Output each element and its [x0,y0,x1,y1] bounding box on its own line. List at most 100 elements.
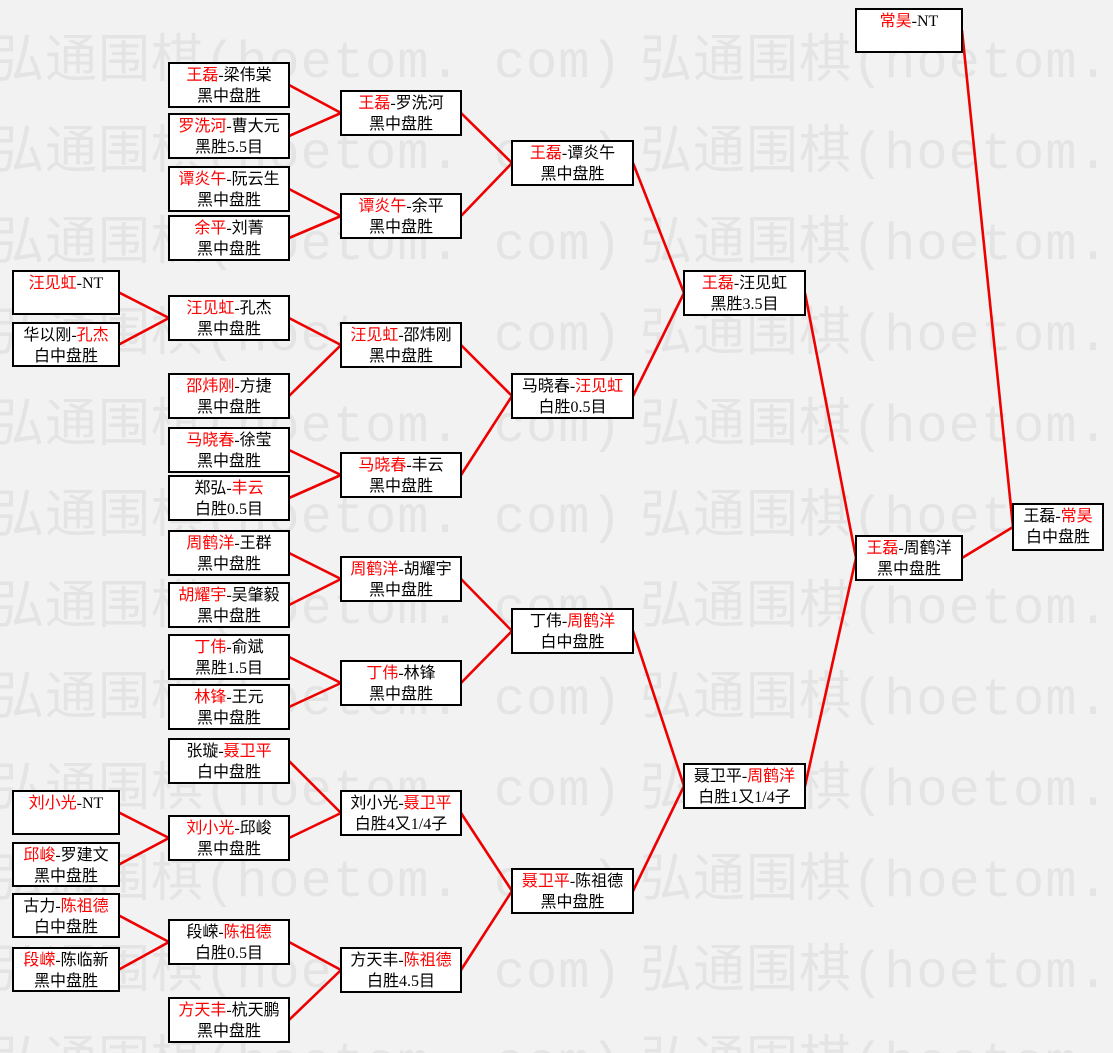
match-players: 林锋-王元 [194,687,263,708]
match-result: 黑中盘胜 [368,686,433,703]
connector-line [459,395,514,476]
match-result: 白胜0.5目 [194,945,263,962]
match-box-c1_4: 余平-刘菁黑中盘胜 [168,215,290,261]
player-name-left: 王磊 [1023,508,1056,525]
player-name-right: 梁伟棠 [223,67,272,84]
connector-line [631,630,686,787]
match-result: 白中盘胜 [33,348,98,365]
match-box-c2_6: 丁伟-林锋黑中盘胜 [340,660,462,706]
player-name-left: 余平 [194,220,227,237]
match-box-c1_13: 张璇-聂卫平 白中盘胜 [168,738,290,784]
watermark-text: 弘通围棋(hoetom. com) [640,307,1113,366]
watermark-text: 弘通围棋(hoetom. com) [640,944,1113,1003]
match-players: 马晓春-丰云 [358,455,443,476]
player-name-left: 丁伟 [194,639,227,656]
player-name-left: 刘小光 [186,820,235,837]
player-name-left: 王磊 [529,145,562,162]
player-name-right: 陈祖德 [223,924,272,941]
player-name-right: 林锋 [403,665,436,682]
match-players: 刘小光-NT [29,793,104,814]
match-players: 丁伟-林锋 [366,663,435,684]
match-result: 黑中盘胜 [196,88,261,105]
name-separator: - [226,587,232,604]
match-result: 白胜1又1/4子 [698,789,791,806]
match-players: 余平-刘菁 [194,218,263,239]
match-box-c1_3: 谭炎午-阮云生黑中盘胜 [168,166,290,212]
watermark-text: 弘通围棋(hoetom. com) [0,1036,623,1053]
name-separator: - [1055,508,1061,525]
player-name-left: 汪见虹 [186,300,235,317]
name-separator: - [234,432,240,449]
match-result: 黑中盘胜 [196,608,261,625]
player-name-left: 邱峻 [23,847,56,864]
connector-line [288,655,342,685]
match-box-c5_1: 王磊-周鹤洋 黑中盘胜 [855,535,963,581]
player-name-left: 谭炎午 [178,171,227,188]
player-name-right: 陈祖德 [60,898,109,915]
match-box-c2_1: 王磊-罗洗河 黑中盘胜 [340,90,462,136]
match-result: 黑中盘胜 [540,894,605,911]
match-players: 方天丰-陈祖德 [350,950,451,971]
name-separator: - [76,275,82,292]
match-result: 黑中盘胜 [33,868,98,885]
player-name-right: 吴肇毅 [231,587,280,604]
match-players: 华以刚-孔杰 [23,325,108,346]
match-players: 段嵘-陈临新 [23,950,108,971]
player-name-right: 罗建文 [60,847,109,864]
connector-line [631,292,686,397]
connector-line [460,578,513,632]
player-name-right: 邱峻 [239,820,272,837]
name-separator: - [898,540,904,557]
player-name-left: 王磊 [358,95,391,112]
player-name-right: 常昊 [1060,508,1093,525]
match-players: 聂卫平-陈祖德 [522,871,623,892]
match-players: 谭炎午-阮云生 [178,169,279,190]
player-name-left: 刘小光 [28,795,77,812]
name-separator: - [561,145,568,162]
connector-line [288,316,342,347]
connector-line [118,836,170,866]
player-name-left: 华以刚 [23,327,72,344]
name-separator: - [226,480,232,497]
match-result: 白中盘胜 [1025,529,1090,546]
match-players: 丁伟-俞斌 [194,637,263,658]
match-result: 黑中盘胜 [196,241,261,258]
match-players: 邱峻-罗建文 [23,845,108,866]
watermark-text: 弘通围棋(hoetom. com) [640,853,1113,912]
connector-line [288,969,342,1021]
connector-line [460,344,513,397]
player-name-right: 周鹤洋 [747,768,796,785]
match-result: 黑中盘胜 [196,556,261,573]
match-box-c1_2: 罗洗河-曹大元黑胜5.5目 [168,113,290,159]
player-name-left: 丁伟 [366,665,399,682]
player-name-right: 周鹤洋 [903,540,952,557]
player-name-right: 聂卫平 [223,743,272,760]
match-box-c1_5: 汪见虹-孔杰 黑中盘胜 [168,295,290,341]
player-name-right: 邵炜刚 [403,327,452,344]
player-name-left: 丁伟 [529,613,562,630]
match-result: 黑中盘胜 [33,973,98,990]
name-separator: - [234,820,240,837]
match-players: 胡耀宇-吴肇毅 [178,585,279,606]
match-result: 黑胜5.5目 [194,139,263,156]
name-separator: - [76,795,82,812]
match-players: 罗洗河-曹大元 [178,116,279,137]
match-result: 黑中盘胜 [196,192,261,209]
match-result: 黑胜1.5目 [194,660,263,677]
match-players: 汪见虹-NT [29,273,104,294]
match-box-c1_11: 丁伟-俞斌黑胜1.5目 [168,634,290,680]
match-result: 白胜0.5目 [538,399,607,416]
match-box-c2_5: 周鹤洋-胡耀宇 黑中盘胜 [340,556,462,602]
match-result: 黑中盘胜 [196,399,261,416]
match-box-c1_16: 方天丰-杭天鹏 黑中盘胜 [168,997,290,1043]
player-name-left: 常昊 [879,13,912,30]
player-name-right: 孔杰 [239,300,272,317]
player-name-right: 谭炎午 [567,145,616,162]
match-result: 黑中盘胜 [368,116,433,133]
match-box-c0_6: 段嵘-陈临新黑中盘胜 [12,947,120,992]
match-players: 王磊-周鹤洋 [866,538,951,559]
name-separator: - [226,1002,232,1019]
player-name-right: 汪见虹 [575,378,624,395]
player-name-right: 余平 [411,198,444,215]
